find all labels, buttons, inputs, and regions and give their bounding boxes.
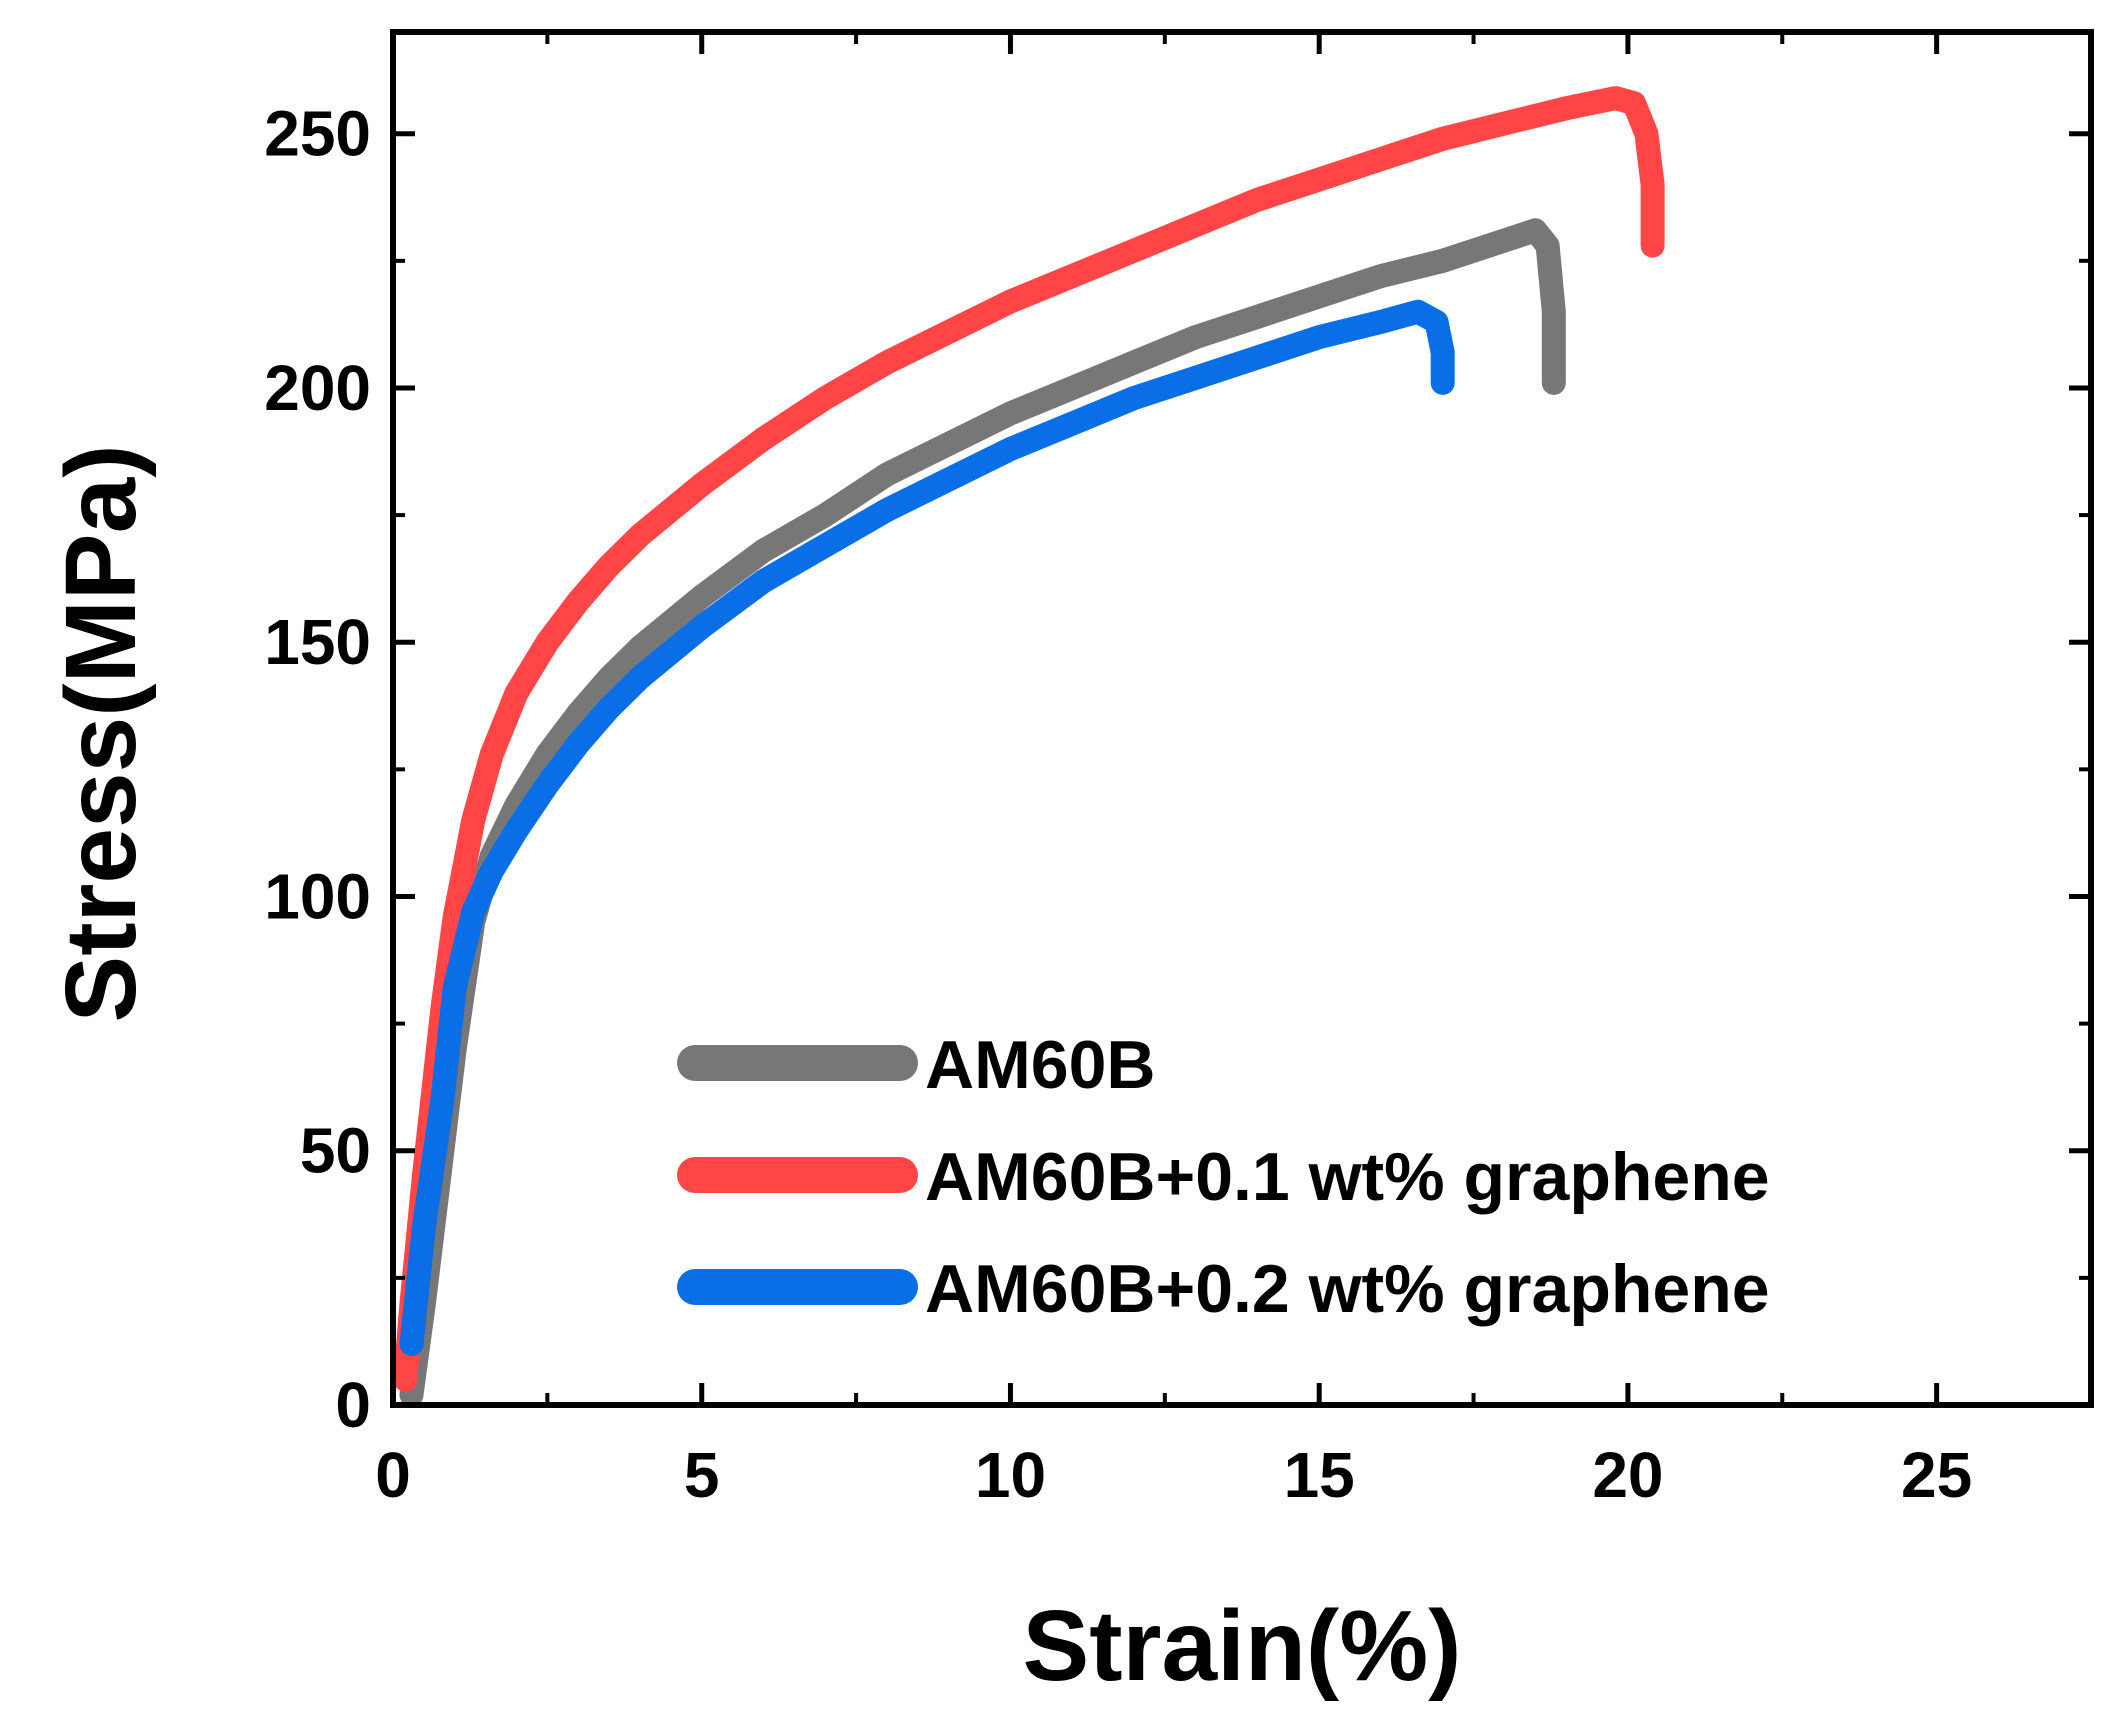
x-tick-label: 20	[1592, 1439, 1663, 1511]
x-tick-label: 0	[375, 1439, 411, 1511]
y-tick-label: 250	[264, 98, 371, 170]
x-tick-label: 5	[684, 1439, 720, 1511]
y-tick-label: 50	[300, 1115, 371, 1187]
x-axis-title: Strain(%)	[1023, 1590, 1462, 1702]
legend: AM60B AM60B+0.1 wt% graphene AM60B+0.2 wt%…	[677, 1027, 1770, 1327]
series-line	[399, 299, 1455, 1356]
y-tick-label: 100	[264, 860, 371, 932]
plot-frame	[390, 29, 2094, 1408]
y-axis-title: Stress(MPa)	[45, 445, 157, 1023]
legend-label: AM60B	[925, 1027, 1156, 1103]
x-tick-label: 25	[1901, 1439, 1972, 1511]
series-line	[399, 218, 1566, 1407]
y-tick-label: 150	[264, 606, 371, 678]
x-tick-label: 10	[975, 1439, 1046, 1511]
x-tick-label: 15	[1284, 1439, 1355, 1511]
series-layer	[393, 86, 1665, 1407]
series-line	[393, 86, 1665, 1392]
y-tick-label: 0	[335, 1369, 371, 1441]
legend-label: AM60B+0.2 wt% graphene	[925, 1251, 1770, 1327]
legend-label: AM60B+0.1 wt% graphene	[925, 1139, 1770, 1215]
y-tick-label: 200	[264, 352, 371, 424]
